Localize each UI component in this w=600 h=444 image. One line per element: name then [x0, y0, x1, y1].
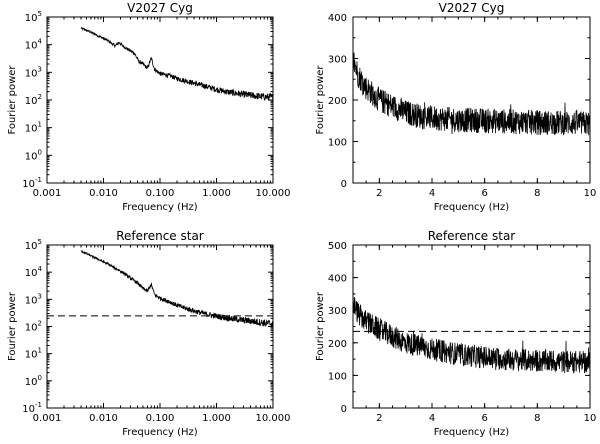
y-tick-exponent: 2 [38, 320, 42, 328]
y-tick-base: 10 [25, 68, 38, 79]
y-tick-label: 10-1 [22, 401, 42, 415]
y-tick-base: 10 [25, 13, 38, 24]
x-tick-label: 0.100 [146, 188, 175, 199]
chart-title: Reference star [116, 229, 204, 243]
y-tick-label: 200 [328, 96, 347, 107]
y-tick-exponent: 1 [38, 347, 42, 355]
y-tick-exponent: 2 [38, 93, 42, 101]
chart-title: Reference star [428, 229, 516, 243]
y-tick-label: 0 [341, 404, 347, 415]
x-tick-label: 0.010 [89, 188, 118, 199]
y-tick-base: 10 [25, 295, 38, 306]
x-tick-label: 4 [429, 413, 435, 424]
x-tick-label: 1.000 [202, 413, 231, 424]
y-tick-label: 103 [25, 65, 42, 79]
y-tick-exponent: 0 [38, 374, 42, 382]
series-line-power-spectrum [80, 26, 273, 102]
series-line-power-spectrum [353, 52, 590, 136]
y-tick-exponent: 5 [38, 238, 42, 246]
y-tick-label: 500 [328, 241, 347, 252]
y-tick-label: 400 [328, 274, 347, 285]
chart-title: V2027 Cyg [439, 1, 505, 15]
y-tick-exponent: 4 [38, 265, 43, 273]
y-tick-base: 10 [25, 96, 38, 107]
y-tick-label: 0 [341, 179, 347, 190]
y-tick-base: 10 [25, 151, 38, 162]
y-tick-base: 10 [25, 268, 38, 279]
y-axis-label: Fourier power [315, 291, 326, 361]
y-tick-base: 10 [22, 404, 35, 415]
panel-bottom-left: Reference star 0.001 0.010 0.100 1.000 10.000… [7, 229, 291, 438]
x-tick-label: 10.000 [256, 188, 291, 199]
x-tick-label: 4 [429, 188, 435, 199]
plot-frame [46, 244, 274, 409]
series-line-power-spectrum [80, 250, 273, 328]
x-tick-label: 2 [376, 413, 382, 424]
y-tick-label: 102 [25, 320, 42, 334]
y-tick-base: 10 [25, 377, 38, 388]
y-tick-base: 10 [22, 179, 35, 190]
x-tick-label: 8 [534, 188, 540, 199]
y-tick-label: 105 [25, 238, 42, 252]
y-axis-label: Fourier power [7, 65, 18, 135]
plot-frame [46, 16, 274, 184]
y-tick-label: 200 [328, 339, 347, 350]
y-tick-base: 10 [25, 323, 38, 334]
plot-frame [352, 244, 591, 409]
y-tick-base: 10 [25, 350, 38, 361]
y-axis-label: Fourier power [315, 65, 326, 135]
x-tick-label: 10 [584, 413, 597, 424]
y-tick-label: 101 [25, 121, 42, 135]
x-axis-label: Frequency (Hz) [122, 427, 198, 438]
y-tick-base: 10 [25, 41, 38, 52]
y-tick-exponent: -1 [35, 176, 42, 184]
series-line-power-spectrum [353, 297, 590, 374]
y-tick-exponent: -1 [35, 401, 42, 409]
x-axis-label: Frequency (Hz) [434, 202, 510, 213]
y-tick-exponent: 0 [38, 148, 42, 156]
x-axis-label: Frequency (Hz) [122, 202, 198, 213]
chart-title: V2027 Cyg [127, 1, 193, 15]
y-tick-label: 100 [25, 374, 42, 388]
x-tick-label: 1.000 [202, 188, 231, 199]
x-tick-label: 0.010 [89, 413, 118, 424]
x-tick-label: 0.001 [33, 188, 62, 199]
y-tick-label: 100 [25, 148, 42, 162]
x-tick-label: 0.100 [146, 413, 175, 424]
x-axis-label: Frequency (Hz) [434, 427, 510, 438]
x-tick-label: 6 [481, 188, 487, 199]
y-tick-base: 10 [25, 241, 38, 252]
y-tick-label: 100 [328, 138, 347, 149]
y-tick-label: 100 [328, 371, 347, 382]
y-tick-exponent: 3 [38, 292, 42, 300]
y-tick-label: 300 [328, 55, 347, 66]
y-tick-label: 400 [328, 13, 347, 24]
y-tick-label: 104 [25, 265, 43, 279]
y-tick-exponent: 4 [38, 38, 43, 46]
x-tick-label: 10.000 [256, 413, 291, 424]
y-tick-exponent: 1 [38, 121, 42, 129]
y-tick-label: 101 [25, 347, 42, 361]
x-tick-label: 6 [481, 413, 487, 424]
y-axis-label: Fourier power [7, 291, 18, 361]
y-tick-base: 10 [25, 124, 38, 135]
y-tick-exponent: 5 [38, 10, 42, 18]
y-tick-exponent: 3 [38, 65, 42, 73]
x-tick-label: 2 [376, 188, 382, 199]
y-tick-label: 102 [25, 93, 42, 107]
y-tick-label: 105 [25, 10, 42, 24]
y-tick-label: 103 [25, 292, 42, 306]
x-tick-label: 8 [534, 413, 540, 424]
x-tick-label: 0.001 [33, 413, 62, 424]
y-tick-label: 10-1 [22, 176, 42, 190]
y-tick-label: 300 [328, 306, 347, 317]
x-tick-label: 10 [584, 188, 597, 199]
y-tick-label: 104 [25, 38, 43, 52]
